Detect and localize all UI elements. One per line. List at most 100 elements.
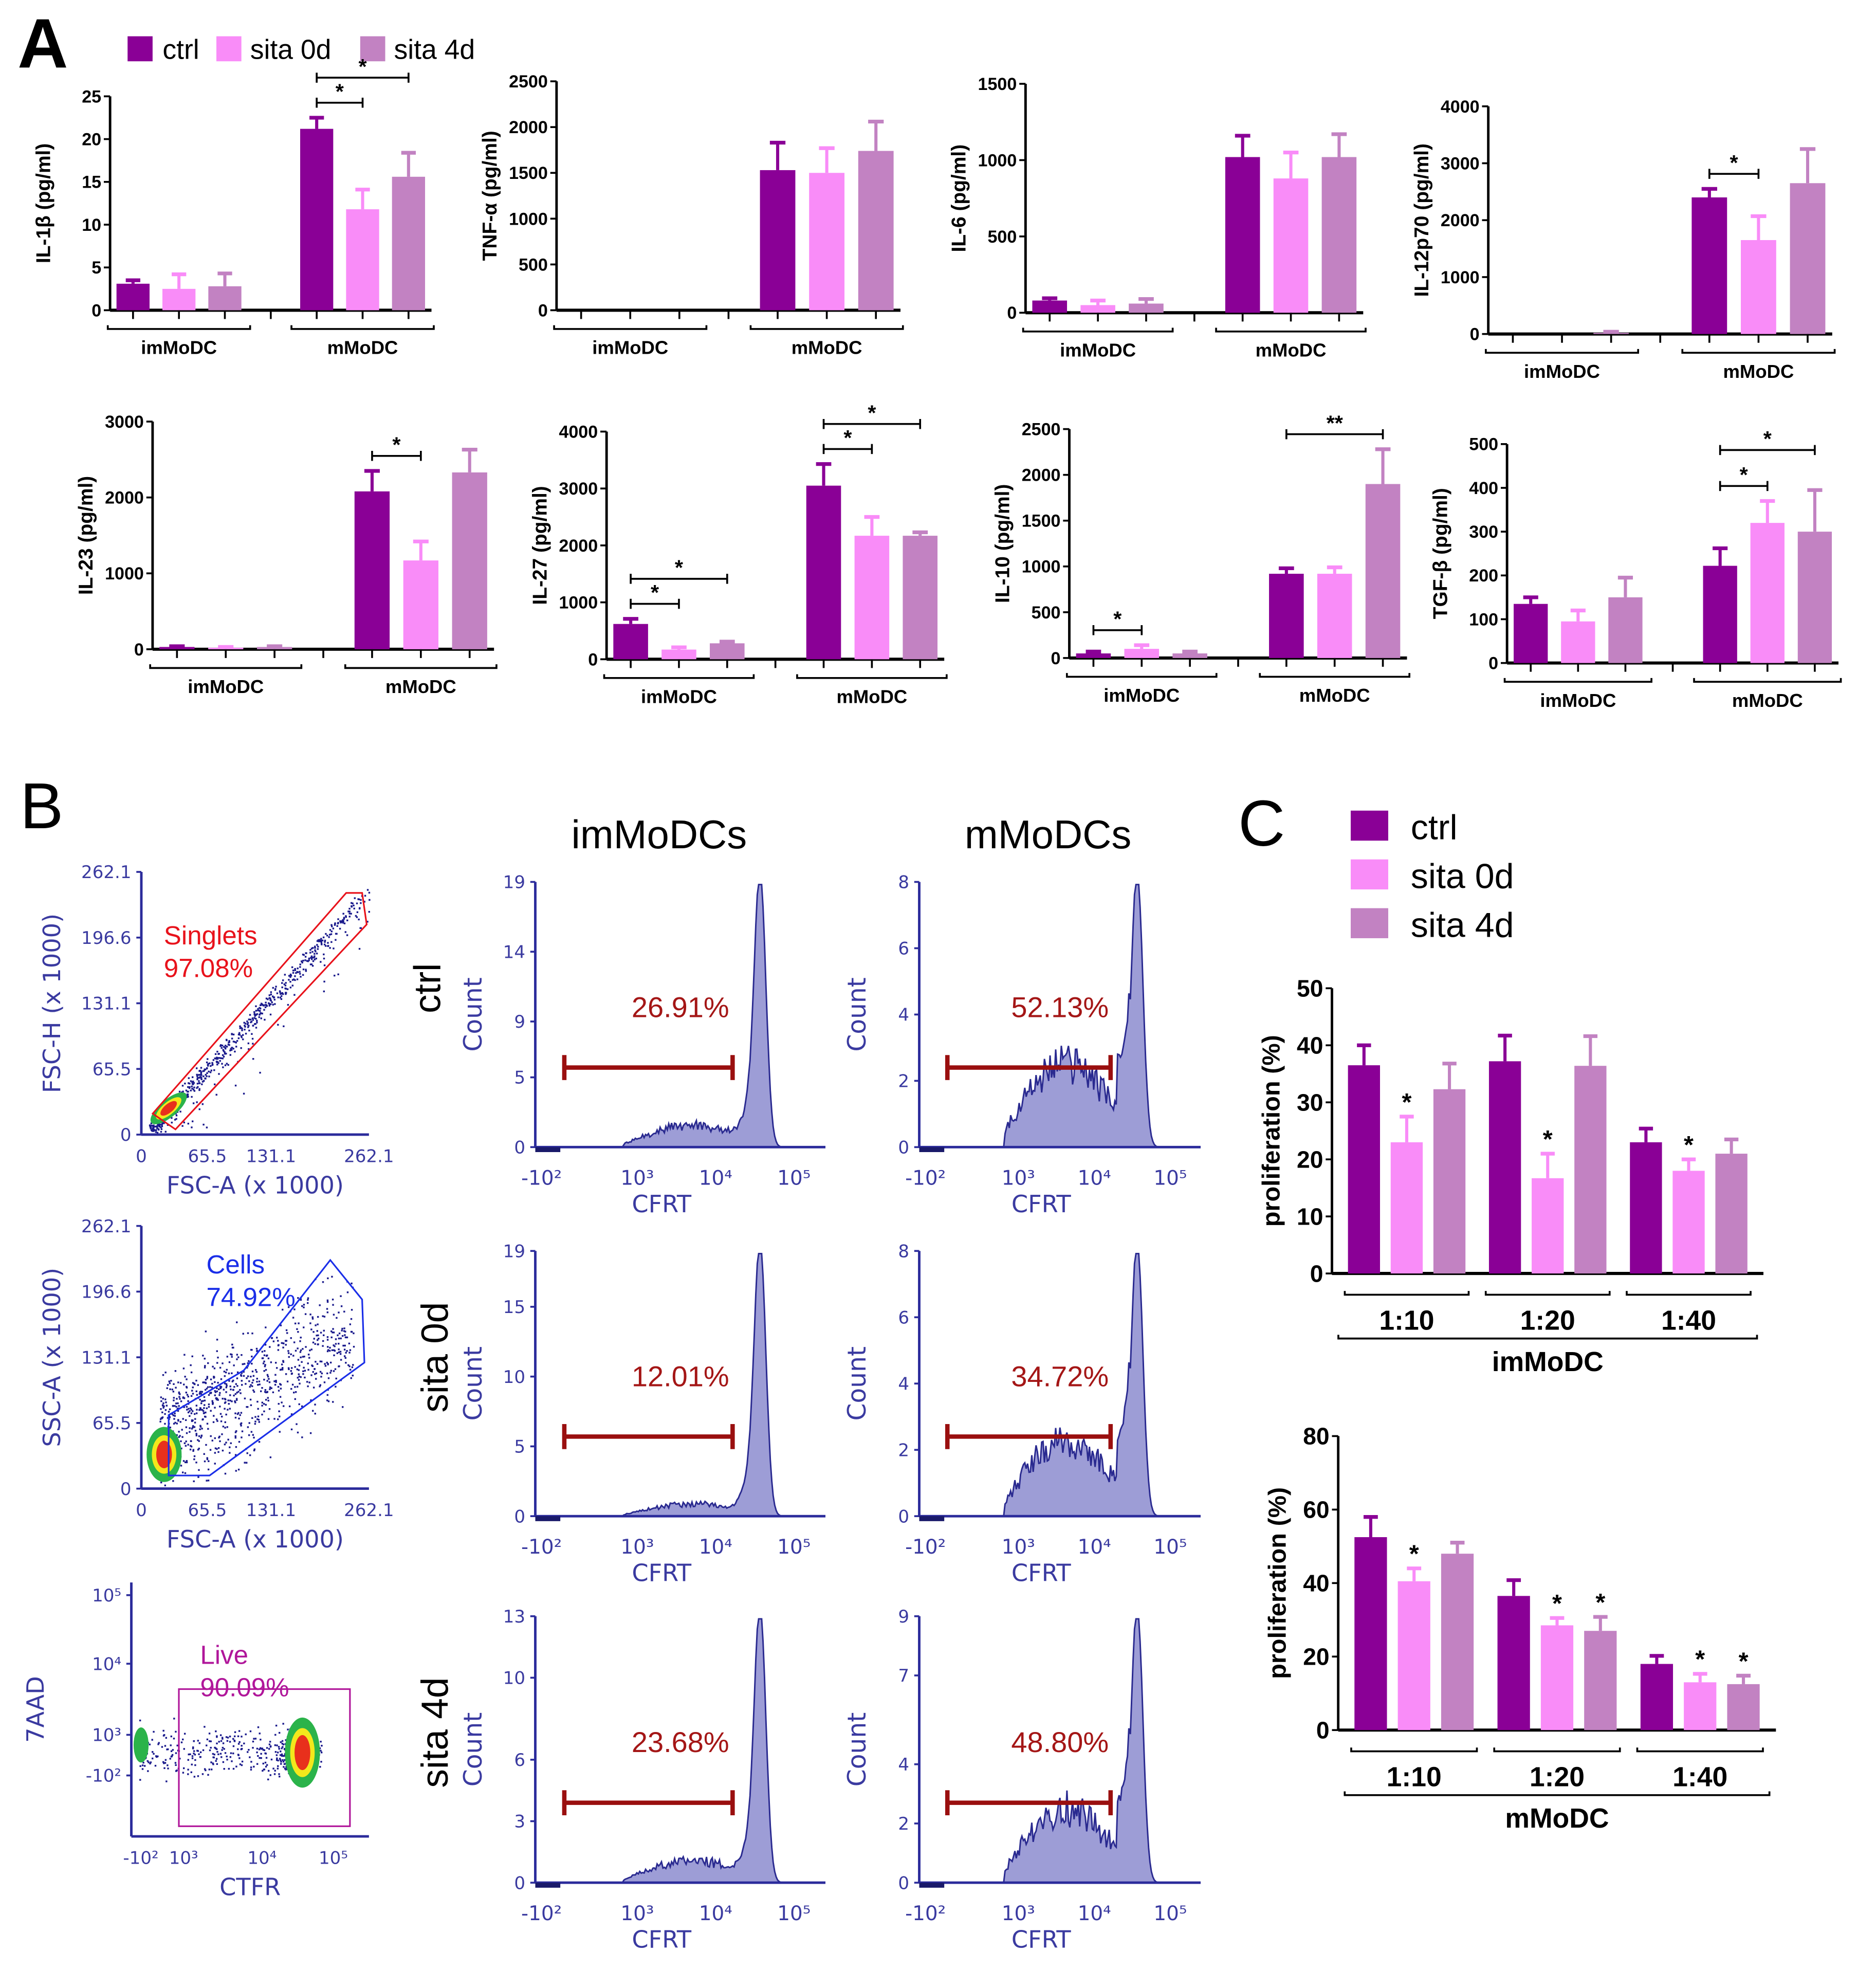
event-dot [234, 1416, 237, 1419]
event-dot [316, 1363, 319, 1365]
event-dot [174, 1762, 177, 1764]
event-dot [222, 1362, 224, 1364]
y-tick-label: 400 [1469, 479, 1498, 498]
event-dot [246, 1452, 248, 1454]
event-dot [224, 1051, 226, 1053]
event-dot [187, 1773, 189, 1775]
event-dot [198, 1447, 200, 1450]
event-dot [206, 1072, 208, 1074]
bar-ctrl-mMoDC [1691, 197, 1727, 334]
event-dot [274, 1374, 277, 1376]
event-dot [219, 1387, 222, 1390]
y-tick-label: 0 [1470, 325, 1480, 344]
event-dot [281, 986, 283, 989]
event-dot [180, 1400, 182, 1402]
event-dot [150, 1122, 153, 1124]
event-dot [298, 1403, 300, 1406]
event-dot [281, 1369, 283, 1371]
event-dot [227, 1044, 230, 1046]
event-dot [284, 1755, 286, 1757]
event-dot [267, 1770, 270, 1772]
x-axis-label: CFRT [1011, 1559, 1072, 1587]
y-tick-label: 4 [898, 1755, 909, 1775]
event-dot [232, 1738, 234, 1740]
event-dot [290, 1337, 292, 1339]
y-tick-label: 10⁴ [92, 1654, 121, 1674]
x-tick-label: 10⁵ [1153, 1166, 1187, 1190]
event-dot [330, 933, 333, 935]
event-dot [295, 1350, 297, 1352]
event-dot [360, 899, 362, 901]
event-dot [343, 1355, 346, 1357]
x-axis-bracket [1344, 1791, 1771, 1796]
event-dot [173, 1397, 175, 1399]
event-dot [169, 1416, 171, 1418]
bar-ctrl-mMoDC [760, 170, 796, 311]
event-dot [287, 1352, 290, 1354]
event-dot [197, 1750, 199, 1752]
group-label: mMoDC [792, 337, 862, 358]
event-dot [282, 1405, 285, 1407]
event-dot [187, 1400, 189, 1402]
event-dot [219, 1045, 222, 1047]
gate-marker [945, 1055, 1113, 1080]
event-dot [332, 1401, 334, 1403]
event-dot [310, 1374, 312, 1376]
event-dot [350, 1318, 353, 1320]
event-dot [163, 1122, 165, 1124]
event-dot [208, 1070, 210, 1073]
event-dot [206, 1744, 208, 1746]
event-dot [186, 1409, 188, 1411]
event-dot [241, 1764, 243, 1766]
x-tick-label: 0 [136, 1500, 147, 1521]
bar-sita-4d-imMoDC [1172, 653, 1207, 658]
event-dot [216, 1061, 219, 1063]
event-dot [186, 1387, 188, 1389]
event-dot [256, 1418, 259, 1420]
event-dot [191, 1763, 193, 1765]
event-dot [278, 1410, 280, 1412]
event-dot [292, 1355, 295, 1357]
event-dot [288, 979, 290, 981]
event-dot [199, 1426, 202, 1428]
event-dot [248, 1048, 250, 1050]
event-dot [273, 1773, 276, 1775]
event-dot [265, 1326, 267, 1328]
y-tick-label: 4 [898, 1005, 909, 1026]
event-dot [269, 1388, 271, 1390]
event-dot [210, 1378, 212, 1380]
event-dot [186, 1432, 188, 1434]
event-dot [221, 1063, 223, 1065]
event-dot [239, 1414, 241, 1416]
event-dot [188, 1087, 191, 1089]
event-dot [323, 943, 326, 945]
event-dot [265, 1004, 267, 1006]
x-tick-label: 10⁵ [777, 1166, 811, 1190]
event-dot [264, 1343, 267, 1346]
event-dot [247, 1026, 249, 1028]
event-dot [288, 1368, 290, 1371]
event-dot [171, 1413, 173, 1415]
event-dot [346, 1350, 348, 1352]
event-dot [157, 1743, 159, 1745]
event-dot [309, 1314, 311, 1316]
event-dot [187, 1444, 189, 1446]
event-dot [343, 922, 346, 924]
x-axis-label: CFRT [1011, 1926, 1072, 1954]
group-bracket [749, 325, 904, 330]
event-dot [346, 1336, 348, 1339]
event-dot [277, 1344, 280, 1346]
event-dot [200, 1435, 203, 1437]
y-tick-label: 500 [1469, 435, 1498, 454]
event-dot [161, 1125, 163, 1127]
event-dot [317, 948, 319, 950]
event-dot [291, 1383, 294, 1386]
event-dot [173, 1383, 175, 1385]
event-dot [192, 1102, 195, 1104]
event-dot [326, 1394, 329, 1396]
event-dot [222, 1761, 225, 1763]
event-dot [224, 1402, 226, 1404]
event-dot [317, 1339, 319, 1341]
event-dot [322, 1315, 324, 1317]
